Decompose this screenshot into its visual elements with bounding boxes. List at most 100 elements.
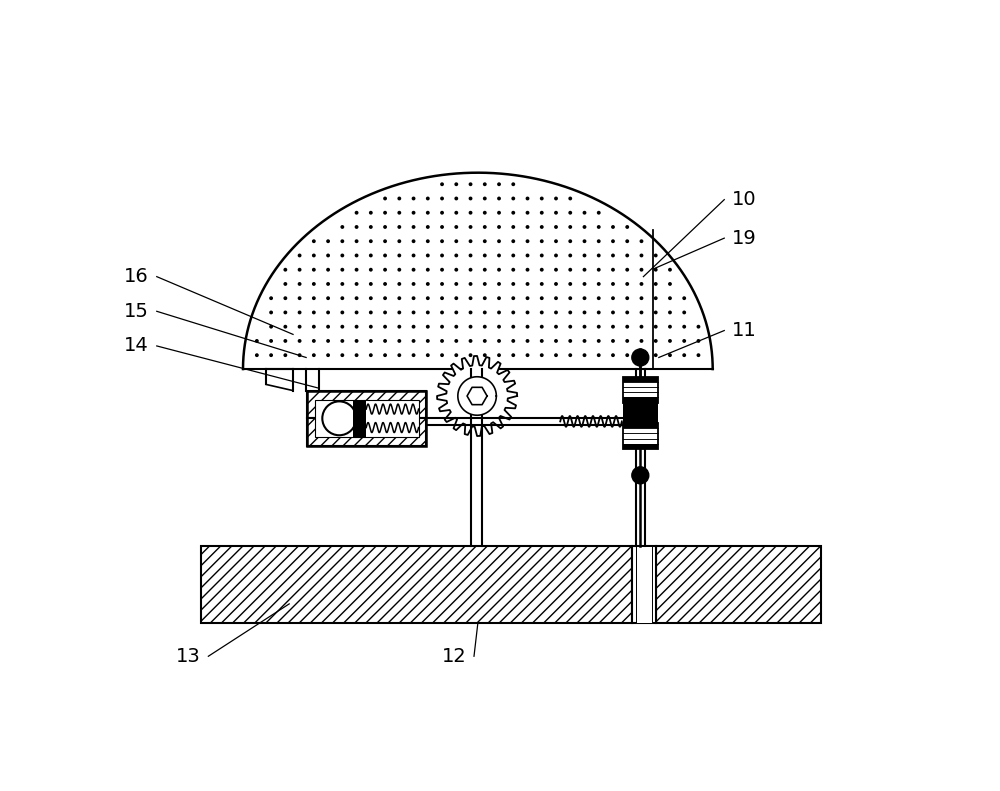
Circle shape — [269, 339, 273, 343]
Circle shape — [611, 339, 615, 343]
Circle shape — [412, 354, 415, 357]
Text: 15: 15 — [124, 302, 149, 321]
Circle shape — [540, 254, 544, 257]
Circle shape — [426, 196, 430, 200]
Circle shape — [298, 311, 302, 314]
Circle shape — [397, 240, 401, 243]
Circle shape — [526, 240, 529, 243]
Circle shape — [412, 196, 415, 200]
Circle shape — [511, 339, 515, 343]
Circle shape — [540, 339, 544, 343]
Circle shape — [469, 354, 472, 357]
Circle shape — [326, 282, 330, 286]
Circle shape — [326, 268, 330, 271]
Circle shape — [668, 339, 672, 343]
Circle shape — [469, 268, 472, 271]
Circle shape — [426, 325, 430, 328]
Circle shape — [483, 311, 487, 314]
Circle shape — [511, 354, 515, 357]
Circle shape — [526, 282, 529, 286]
Circle shape — [611, 354, 615, 357]
Circle shape — [383, 268, 387, 271]
Circle shape — [412, 325, 415, 328]
Circle shape — [355, 254, 358, 257]
Circle shape — [412, 211, 415, 214]
Circle shape — [668, 282, 672, 286]
Circle shape — [312, 339, 316, 343]
Circle shape — [426, 254, 430, 257]
Circle shape — [554, 297, 558, 300]
Circle shape — [511, 240, 515, 243]
Circle shape — [611, 282, 615, 286]
Circle shape — [454, 297, 458, 300]
Circle shape — [625, 354, 629, 357]
Circle shape — [412, 225, 415, 229]
Circle shape — [412, 282, 415, 286]
Circle shape — [583, 225, 586, 229]
Circle shape — [440, 240, 444, 243]
Circle shape — [640, 339, 643, 343]
Circle shape — [668, 297, 672, 300]
Polygon shape — [437, 356, 517, 436]
Circle shape — [640, 325, 643, 328]
Circle shape — [397, 282, 401, 286]
Circle shape — [511, 196, 515, 200]
Circle shape — [526, 339, 529, 343]
Text: 11: 11 — [732, 321, 757, 340]
Circle shape — [697, 325, 700, 328]
Circle shape — [412, 339, 415, 343]
Circle shape — [269, 311, 273, 314]
Circle shape — [298, 339, 302, 343]
Circle shape — [497, 339, 501, 343]
Circle shape — [554, 282, 558, 286]
Circle shape — [312, 240, 316, 243]
Circle shape — [412, 254, 415, 257]
Circle shape — [597, 211, 601, 214]
Circle shape — [397, 225, 401, 229]
Circle shape — [625, 240, 629, 243]
Circle shape — [668, 325, 672, 328]
Circle shape — [583, 354, 586, 357]
Text: 16: 16 — [124, 267, 149, 286]
Bar — [353, 399, 366, 437]
Circle shape — [483, 211, 487, 214]
Circle shape — [511, 182, 515, 186]
Text: 10: 10 — [732, 190, 757, 209]
Circle shape — [440, 354, 444, 357]
Circle shape — [540, 282, 544, 286]
Circle shape — [255, 354, 259, 357]
Circle shape — [540, 268, 544, 271]
Circle shape — [312, 254, 316, 257]
Circle shape — [355, 282, 358, 286]
Circle shape — [469, 196, 472, 200]
Circle shape — [483, 225, 487, 229]
Circle shape — [469, 311, 472, 314]
Circle shape — [283, 339, 287, 343]
Circle shape — [554, 225, 558, 229]
Circle shape — [540, 297, 544, 300]
Bar — [307, 391, 426, 418]
Circle shape — [583, 311, 586, 314]
Circle shape — [426, 211, 430, 214]
Circle shape — [554, 354, 558, 357]
Circle shape — [483, 240, 487, 243]
Circle shape — [355, 354, 358, 357]
Circle shape — [312, 311, 316, 314]
Circle shape — [654, 268, 658, 271]
Bar — [623, 377, 658, 382]
Circle shape — [283, 325, 287, 328]
Circle shape — [298, 354, 302, 357]
Circle shape — [654, 282, 658, 286]
Circle shape — [340, 311, 344, 314]
Bar — [623, 403, 658, 423]
Circle shape — [483, 297, 487, 300]
Bar — [315, 399, 419, 437]
Circle shape — [397, 268, 401, 271]
Circle shape — [440, 254, 444, 257]
Circle shape — [469, 282, 472, 286]
Circle shape — [383, 196, 387, 200]
Circle shape — [511, 225, 515, 229]
Circle shape — [511, 254, 515, 257]
Circle shape — [397, 196, 401, 200]
Circle shape — [625, 268, 629, 271]
